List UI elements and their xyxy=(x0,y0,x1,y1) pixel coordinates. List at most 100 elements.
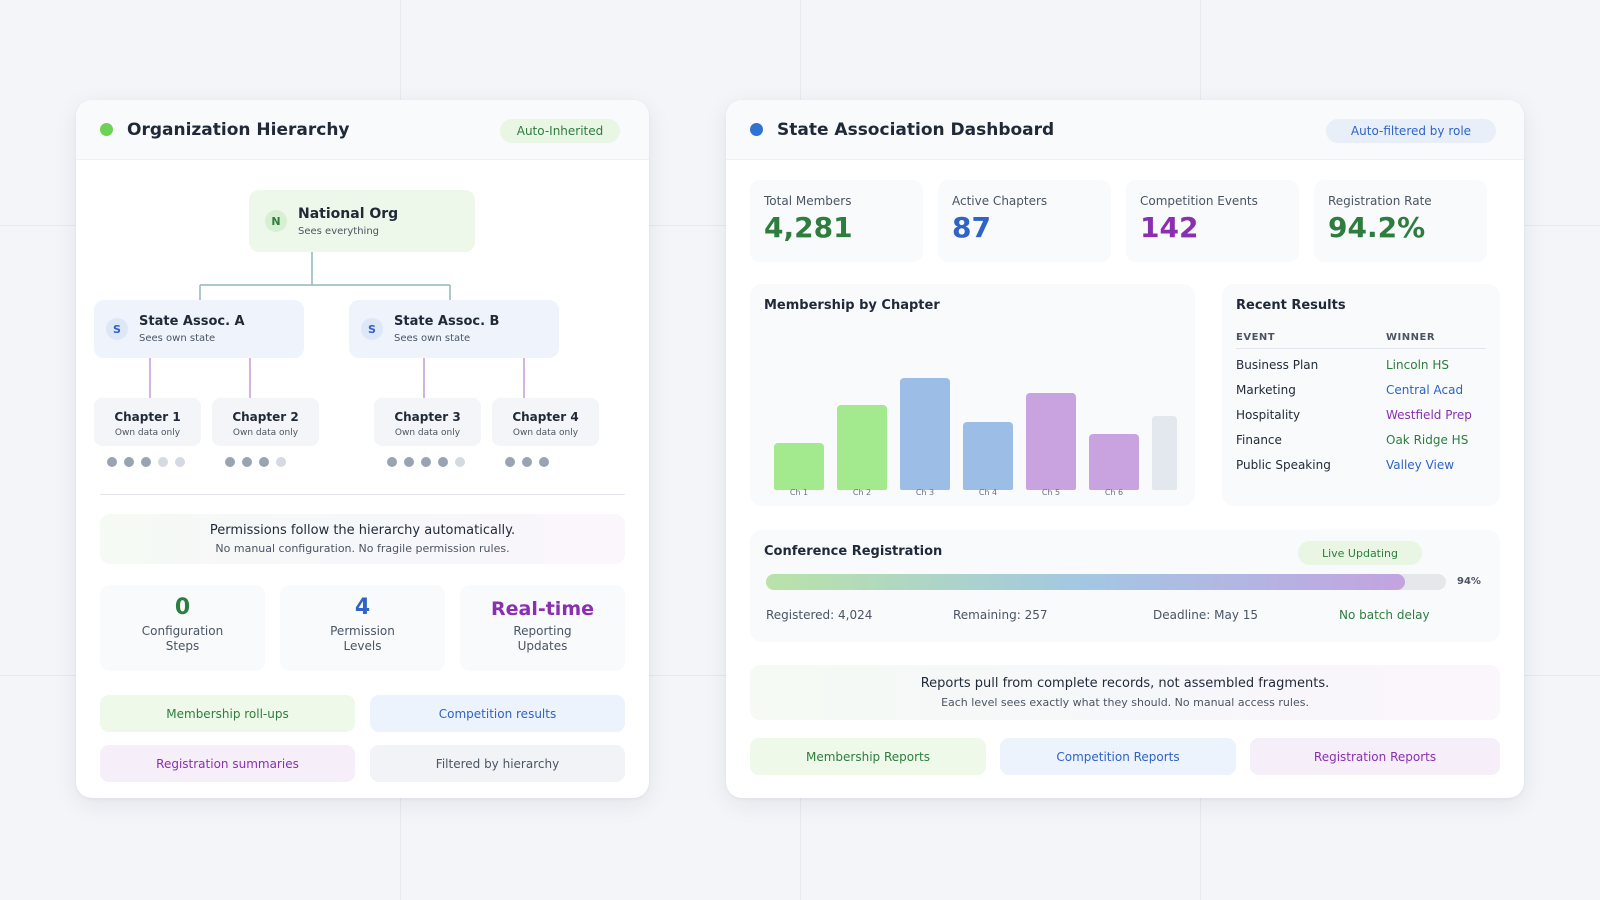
tag-membership-rollups[interactable]: Membership roll-ups xyxy=(100,695,355,732)
batch-delay-label: No batch delay xyxy=(1339,608,1430,622)
registration-reports-button[interactable]: Registration Reports xyxy=(1250,738,1500,775)
divider xyxy=(100,494,625,495)
node-national-org[interactable]: N National Org Sees everything xyxy=(249,190,475,252)
recent-results-title: Recent Results xyxy=(1236,298,1346,313)
card-title: State Association Dashboard xyxy=(777,119,1055,140)
permissions-line-1: Permissions follow the hierarchy automat… xyxy=(209,523,516,538)
x-tick-label: Ch 3 xyxy=(915,488,935,497)
node-title: State Assoc. A xyxy=(139,314,245,329)
status-dot-icon xyxy=(100,123,113,136)
stat-reporting-updates: Real-time Reporting Updates xyxy=(460,585,625,671)
tag-filtered-by-hierarchy[interactable]: Filtered by hierarchy xyxy=(370,745,625,782)
chapter-subtitle: Own data only xyxy=(232,428,299,438)
winner-cell: Oak Ridge HS xyxy=(1386,433,1469,447)
reports-line-2: Each level sees exactly what they should… xyxy=(941,696,1309,709)
bar-ch-1[interactable] xyxy=(774,442,824,490)
winner-cell: Valley View xyxy=(1386,458,1455,472)
chapter-3-member-dots xyxy=(387,457,465,467)
remaining-count: Remaining: 257 xyxy=(953,608,1048,622)
national-badge-icon: N xyxy=(265,210,287,232)
event-cell: Hospitality xyxy=(1236,408,1301,422)
kpi-registration-rate: Registration Rate 94.2% xyxy=(1314,180,1487,262)
tag-competition-results[interactable]: Competition results xyxy=(370,695,625,732)
kpi-label: Total Members xyxy=(764,194,852,208)
winner-cell: Westfield Prep xyxy=(1386,408,1472,422)
node-subtitle: Sees everything xyxy=(298,225,380,237)
column-header-winner: WINNER xyxy=(1386,332,1436,343)
table-row[interactable]: Marketing Central Acad xyxy=(1236,383,1486,408)
chapter-title: Chapter 2 xyxy=(232,410,299,424)
organization-hierarchy-card: Organization Hierarchy Auto-Inherited N … xyxy=(76,100,649,798)
kpi-total-members: Total Members 4,281 xyxy=(750,180,923,262)
auto-filtered-badge: Auto-filtered by role xyxy=(1326,119,1496,143)
node-chapter-2[interactable]: Chapter 2 Own data only xyxy=(212,398,319,446)
node-state-assoc-a[interactable]: S State Assoc. A Sees own state xyxy=(94,300,304,358)
node-subtitle: Sees own state xyxy=(394,333,471,344)
bar-extra[interactable] xyxy=(1152,416,1177,490)
kpi-label: Registration Rate xyxy=(1328,194,1432,208)
registered-count: Registered: 4,024 xyxy=(766,608,873,622)
reports-note: Reports pull from complete records, not … xyxy=(750,665,1500,720)
bar-ch-3[interactable] xyxy=(900,378,950,490)
kpi-value: 142 xyxy=(1140,211,1199,244)
table-row[interactable]: Business Plan Lincoln HS xyxy=(1236,358,1486,383)
competition-reports-button[interactable]: Competition Reports xyxy=(1000,738,1236,775)
table-header-divider xyxy=(1236,348,1486,349)
stat-value: Real-time xyxy=(490,598,594,620)
event-cell: Business Plan xyxy=(1236,358,1319,372)
node-chapter-4[interactable]: Chapter 4 Own data only xyxy=(492,398,599,446)
node-title: State Assoc. B xyxy=(394,314,500,329)
table-row[interactable]: Public Speaking Valley View xyxy=(1236,458,1486,483)
x-tick-label: Ch 5 xyxy=(1041,488,1061,497)
kpi-label: Competition Events xyxy=(1140,194,1258,208)
chapter-subtitle: Own data only xyxy=(512,428,579,438)
live-updating-badge: Live Updating xyxy=(1298,541,1422,565)
state-association-dashboard-card: State Association Dashboard Auto-filtere… xyxy=(726,100,1524,798)
registration-progress-bar xyxy=(766,574,1446,590)
stat-configuration-steps: 0 Configuration Steps xyxy=(100,585,265,671)
chapter-title: Chapter 3 xyxy=(394,410,461,424)
bar-ch-2[interactable] xyxy=(837,404,887,490)
event-cell: Public Speaking xyxy=(1236,458,1331,472)
bar-ch-6[interactable] xyxy=(1089,434,1139,490)
membership-reports-button[interactable]: Membership Reports xyxy=(750,738,986,775)
kpi-value: 4,281 xyxy=(764,211,853,244)
kpi-value: 87 xyxy=(952,211,991,244)
stat-permission-levels: 4 Permission Levels xyxy=(280,585,445,671)
event-cell: Marketing xyxy=(1236,383,1296,397)
column-header-event: EVENT xyxy=(1236,332,1276,343)
tag-registration-summaries[interactable]: Registration summaries xyxy=(100,745,355,782)
state-badge-icon: S xyxy=(106,318,128,340)
stat-value: 4 xyxy=(354,595,371,620)
node-state-assoc-b[interactable]: S State Assoc. B Sees own state xyxy=(349,300,559,358)
winner-cell: Lincoln HS xyxy=(1386,358,1449,372)
node-chapter-3[interactable]: Chapter 3 Own data only xyxy=(374,398,481,446)
node-chapter-1[interactable]: Chapter 1 Own data only xyxy=(94,398,201,446)
registration-progress-fill xyxy=(766,574,1406,590)
bar-ch-5[interactable] xyxy=(1026,392,1076,490)
bar-ch-4[interactable] xyxy=(963,421,1013,490)
membership-chart-title: Membership by Chapter xyxy=(764,298,940,313)
x-tick-label: Ch 2 xyxy=(852,488,872,497)
table-row[interactable]: Hospitality Westfield Prep xyxy=(1236,408,1486,433)
x-tick-label: Ch 4 xyxy=(978,488,998,497)
card-header: State Association Dashboard Auto-filtere… xyxy=(726,100,1524,160)
permissions-line-2: No manual configuration. No fragile perm… xyxy=(215,542,510,555)
stat-label: Configuration Steps xyxy=(141,624,224,653)
conference-title: Conference Registration xyxy=(764,544,943,559)
status-dot-icon xyxy=(750,123,763,136)
winner-cell: Central Acad xyxy=(1386,383,1464,397)
membership-bar-chart: Ch 1 Ch 2 Ch 3 Ch 4 Ch 5 Ch 6 xyxy=(750,284,1195,506)
auto-inherited-badge: Auto-Inherited xyxy=(500,119,620,143)
deadline-label: Deadline: May 15 xyxy=(1153,608,1258,622)
recent-results-panel: Recent Results EVENT WINNER Business Pla… xyxy=(1222,284,1500,506)
hierarchy-connectors xyxy=(149,250,525,398)
table-row[interactable]: Finance Oak Ridge HS xyxy=(1236,433,1486,458)
event-cell: Finance xyxy=(1236,433,1282,447)
chapter-2-member-dots xyxy=(225,457,286,467)
progress-percent-label: 94% xyxy=(1457,576,1481,587)
chapter-1-member-dots xyxy=(107,457,185,467)
membership-chart-panel: Membership by Chapter Ch 1 Ch 2 Ch 3 Ch 4 Ch… xyxy=(750,284,1195,506)
chapter-subtitle: Own data only xyxy=(394,428,461,438)
x-tick-label: Ch 6 xyxy=(1104,488,1124,497)
